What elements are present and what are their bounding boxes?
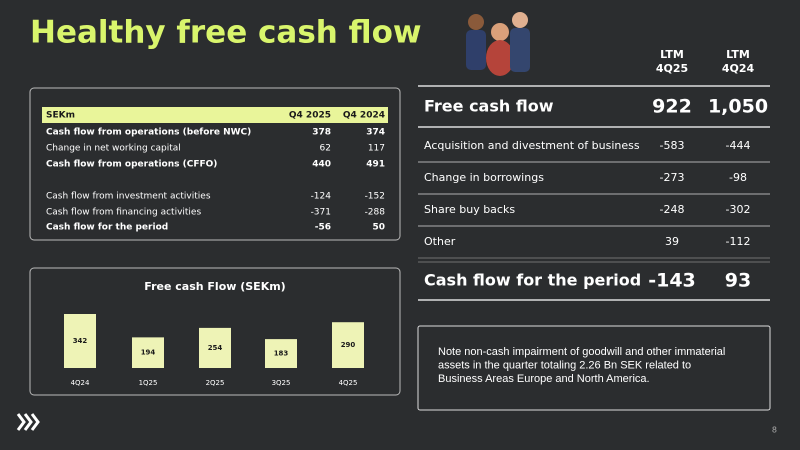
bar (265, 339, 297, 368)
table-header-band (42, 107, 388, 123)
ltm-cell: 39 (665, 235, 679, 248)
bar-label: 183 (274, 350, 289, 358)
ltm-cell: -273 (660, 171, 685, 184)
ltm-cell: 1,050 (708, 96, 768, 118)
column-header: LTM (660, 48, 684, 61)
table-header-cell: Q4 2024 (343, 111, 385, 121)
ltm-cell: 922 (652, 96, 692, 118)
ltm-cell: -112 (726, 235, 751, 248)
bar-label: 290 (341, 341, 356, 349)
bar (64, 314, 96, 368)
ltm-row-label: Cash flow for the period (424, 271, 641, 290)
logo (16, 413, 40, 431)
x-tick-label: 4Q24 (71, 379, 90, 387)
column-header: LTM (726, 48, 750, 61)
table-cell: 378 (312, 128, 331, 138)
ltm-cell: 93 (725, 270, 751, 292)
table-cell: -124 (311, 192, 332, 202)
note-line: Business Areas Europe and North America. (438, 373, 650, 385)
table-header-cell: SEKm (46, 111, 75, 121)
table-cell: -288 (365, 208, 386, 218)
table-row-label: Cash flow from operations (before NWC) (46, 128, 251, 138)
note-line: assets in the quarter totaling 2.26 Bn S… (438, 359, 691, 371)
table-cell: 62 (320, 144, 331, 154)
ltm-cell: -302 (726, 203, 751, 216)
table-cell: -152 (365, 192, 385, 202)
table-cell: 491 (366, 160, 385, 170)
x-tick-label: 1Q25 (139, 379, 158, 387)
bar-label: 342 (73, 337, 88, 345)
table-cell: 374 (366, 128, 385, 138)
ltm-row-label: Share buy backs (424, 203, 515, 216)
page-number: 8 (772, 426, 777, 435)
table-row-label: Cash flow from operations (CFFO) (46, 160, 217, 170)
table-row-label: Cash flow from financing activities (46, 208, 201, 218)
chart-title: Free cash Flow (SEKm) (144, 280, 285, 293)
ltm-cell: -444 (726, 139, 751, 152)
bar-label: 194 (141, 349, 156, 357)
ltm-row-label: Other (424, 235, 456, 248)
column-header: 4Q24 (722, 62, 755, 75)
ltm-cell: -248 (660, 203, 685, 216)
table-row-label: Change in net working capital (46, 144, 181, 154)
table-row-label: Cash flow for the period (46, 223, 168, 233)
x-tick-label: 2Q25 (206, 379, 225, 387)
bar (132, 337, 164, 368)
table-cell: -56 (315, 223, 331, 233)
ltm-cell: -143 (648, 270, 696, 292)
table-row-label: Cash flow from investment activities (46, 192, 211, 202)
table-header-cell: Q4 2025 (289, 111, 331, 121)
slide-title: Healthy free cash flow (30, 15, 422, 51)
illustration (466, 12, 530, 76)
ltm-cell: -98 (729, 171, 747, 184)
column-header: 4Q25 (656, 62, 688, 75)
chart-frame (29, 267, 401, 396)
note-line: Note non-cash impairment of goodwill and… (438, 346, 725, 358)
x-tick-label: 4Q25 (339, 379, 358, 387)
ltm-row-label: Free cash flow (424, 97, 554, 116)
bar (332, 322, 364, 368)
table-cell: 117 (368, 144, 385, 154)
bar-label: 254 (208, 344, 223, 352)
ltm-row-label: Acquisition and divestment of business (424, 139, 640, 152)
ltm-row-label: Change in borrowings (424, 171, 544, 184)
note-frame (417, 325, 771, 411)
table-frame (29, 87, 401, 241)
bar (199, 327, 231, 368)
ltm-cell: -583 (660, 139, 685, 152)
table-cell: -371 (311, 208, 331, 218)
x-tick-label: 3Q25 (272, 379, 291, 387)
table-cell: 440 (312, 160, 331, 170)
table-cell: 50 (372, 223, 385, 233)
